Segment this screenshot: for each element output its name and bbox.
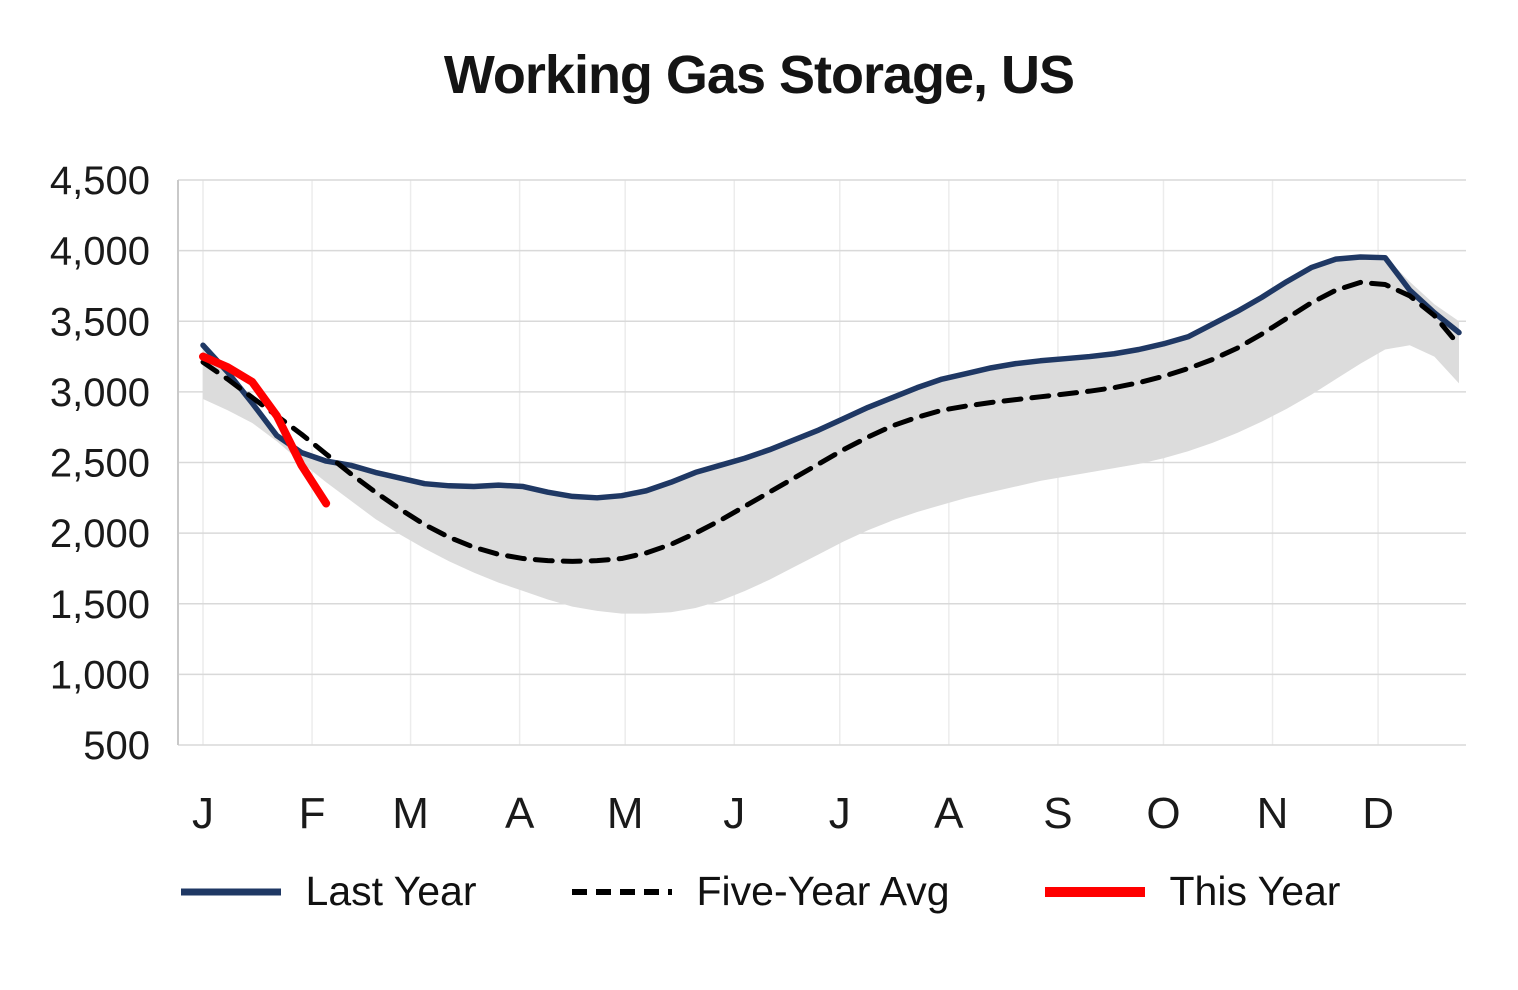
y-tick-label: 4,500 (50, 159, 150, 203)
x-tick-label: D (1362, 789, 1394, 838)
y-tick-label: 3,000 (50, 371, 150, 415)
legend-item-five-year-avg: Five-Year Avg (569, 868, 950, 915)
legend-label-last-year: Last Year (305, 868, 477, 914)
legend-label-five-year-avg: Five-Year Avg (696, 868, 950, 914)
y-tick-label: 500 (83, 724, 150, 768)
x-tick-label: J (192, 789, 214, 838)
y-tick-label: 4,000 (50, 230, 150, 274)
y-tick-label: 1,000 (50, 653, 150, 697)
series-line-this-year (199, 352, 331, 508)
series-line-five-year-avg (200, 279, 1462, 564)
x-tick-label: J (723, 789, 745, 838)
x-tick-label: F (299, 789, 326, 838)
legend-label-this-year: This Year (1169, 868, 1341, 914)
this-year-line-swatch-icon (1044, 886, 1145, 897)
x-tick-label: S (1043, 789, 1072, 838)
legend: Last Year Five-Year Avg This Year (0, 868, 1518, 915)
y-tick-label: 3,500 (50, 300, 150, 344)
x-tick-label: A (505, 789, 535, 838)
y-tick-label: 1,500 (50, 583, 150, 627)
x-tick-label: O (1146, 789, 1180, 838)
last-year-line-swatch-icon (180, 888, 281, 895)
series-line-last-year (200, 254, 1462, 501)
x-tick-label: M (392, 789, 429, 838)
x-tick-label: A (934, 789, 964, 838)
chart-title: Working Gas Storage, US (443, 45, 1075, 105)
y-tick-label: 2,000 (50, 512, 150, 556)
x-tick-label: M (607, 789, 644, 838)
legend-item-last-year: Last Year (178, 868, 477, 915)
five-year-range-band (203, 256, 1459, 614)
chart-plot: 500 1,000 1,500 2,000 2,500 3,000 3,500 4,000 4,… (50, 159, 1466, 838)
five-year-avg-line-swatch-icon (571, 888, 672, 895)
x-tick-label: J (829, 789, 851, 838)
y-tick-label: 2,500 (50, 442, 150, 486)
legend-item-this-year: This Year (1042, 868, 1341, 915)
x-tick-label: N (1257, 789, 1289, 838)
